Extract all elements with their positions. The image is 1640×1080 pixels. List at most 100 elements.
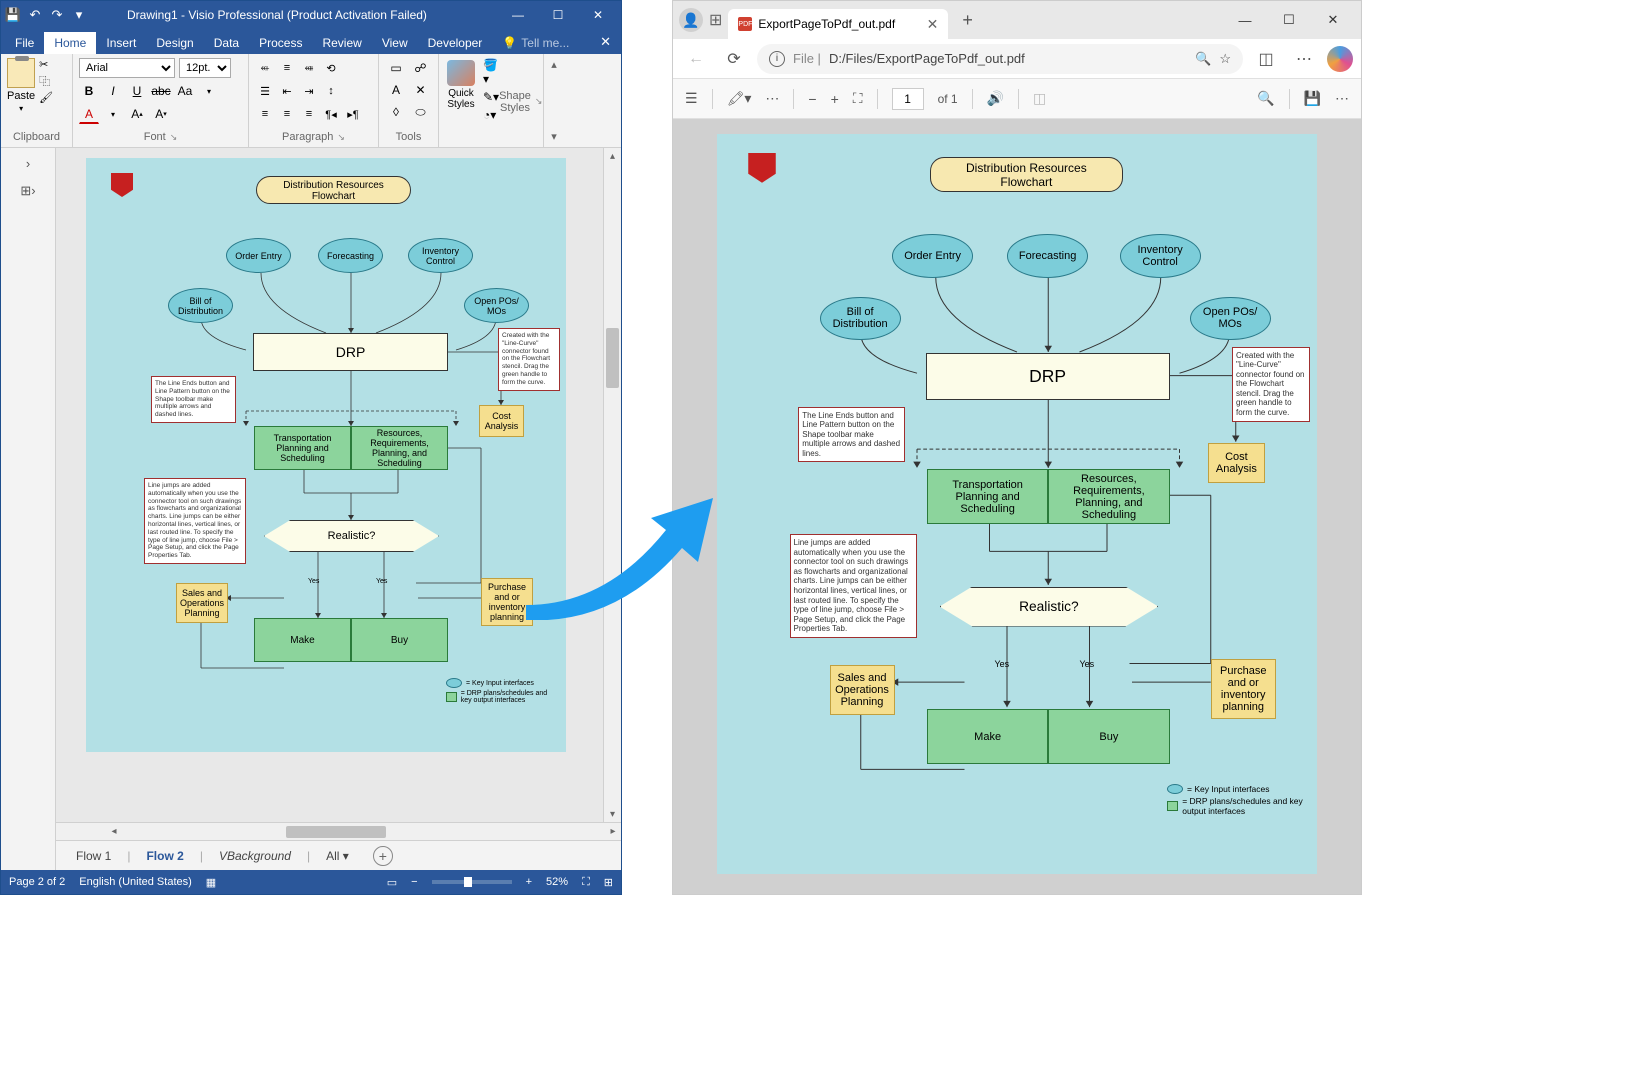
zoom-level[interactable]: 52% — [546, 876, 568, 888]
line-spacing-button[interactable]: ↕ — [321, 81, 341, 101]
fit-page-icon[interactable]: ⛶ — [582, 876, 590, 889]
minimize-button[interactable]: — — [499, 4, 537, 26]
page-tab-flow1[interactable]: Flow 1 — [64, 845, 123, 867]
line-button[interactable]: ✎▾ — [483, 90, 499, 104]
split-screen-icon[interactable]: ◫ — [1251, 44, 1281, 74]
bold-button[interactable]: B — [79, 81, 99, 101]
connector-tool-button[interactable]: ☍ — [410, 58, 432, 78]
qa-dropdown-icon[interactable]: ▾ — [71, 7, 87, 23]
zoom-out-button[interactable]: − — [411, 876, 417, 888]
edge-menu-button[interactable]: ⋯ — [1289, 44, 1319, 74]
hscroll-thumb[interactable] — [286, 826, 386, 838]
underline-button[interactable]: U — [127, 81, 147, 101]
highlight-icon[interactable]: 🖍▾ — [727, 90, 752, 107]
presentation-mode-icon[interactable]: ▭ — [387, 876, 397, 889]
edge-close-button[interactable]: ✕ — [1311, 5, 1355, 35]
copilot-icon[interactable] — [1327, 46, 1353, 72]
scroll-down-icon[interactable]: ▾ — [604, 806, 621, 822]
fit-width-icon[interactable]: ⊞ — [604, 876, 613, 889]
undo-icon[interactable]: ↶ — [27, 7, 43, 23]
paste-button[interactable]: Paste ▾ — [7, 58, 35, 113]
tell-me-search[interactable]: 💡 Tell me... — [496, 32, 575, 54]
orientation-button[interactable]: ⟲ — [321, 58, 341, 78]
add-page-button[interactable]: + — [373, 846, 393, 866]
align-middle-button[interactable]: ≡ — [277, 58, 297, 78]
edge-maximize-button[interactable]: ☐ — [1267, 5, 1311, 35]
shapes-stencil-icon[interactable]: ⊞› — [20, 183, 35, 199]
strikethrough-button[interactable]: abc — [151, 81, 171, 101]
fit-icon[interactable]: ⛶ — [853, 90, 863, 107]
shrink-font-button[interactable]: A▾ — [151, 104, 171, 124]
increase-indent-button[interactable]: ⇥ — [299, 81, 319, 101]
ribbon-scroll-up-icon[interactable]: ▴ — [551, 58, 557, 71]
rectangle-tool-button[interactable]: ◊ — [385, 102, 407, 122]
copy-icon[interactable]: ⿻ — [39, 73, 53, 89]
quick-styles-button[interactable]: Quick Styles — [445, 58, 477, 143]
pdf-save-icon[interactable]: 💾 — [1304, 90, 1321, 107]
tab-file[interactable]: File — [5, 32, 44, 54]
align-right-button[interactable]: ≡ — [299, 104, 319, 124]
font-size-select[interactable]: 12pt. — [179, 58, 231, 78]
bullets-button[interactable]: ☰ — [255, 81, 275, 101]
page-tab-all[interactable]: All ▾ — [314, 845, 361, 867]
tab-review[interactable]: Review — [312, 32, 371, 54]
close-button[interactable]: ✕ — [579, 4, 617, 26]
styles-dialog-launcher-icon[interactable]: ↘ — [535, 96, 543, 107]
rtl-button[interactable]: ¶◂ — [321, 104, 341, 124]
tab-design[interactable]: Design — [146, 32, 203, 54]
zoom-slider[interactable] — [432, 880, 512, 884]
pdf-viewer[interactable]: Distribution Resources Flowchart6/1/00Or… — [673, 119, 1361, 894]
read-aloud-icon[interactable]: 🔊 — [987, 90, 1004, 107]
favorite-icon[interactable]: ☆ — [1219, 51, 1231, 67]
font-family-select[interactable]: Arial — [79, 58, 175, 78]
close-tab-button[interactable]: ✕ — [927, 16, 939, 33]
edge-minimize-button[interactable]: — — [1223, 5, 1267, 35]
zoom-in-button[interactable]: + — [526, 876, 532, 888]
paragraph-dialog-launcher-icon[interactable]: ↘ — [337, 132, 345, 143]
cross-tool-button[interactable]: ✕ — [410, 80, 432, 100]
tab-process[interactable]: Process — [249, 32, 312, 54]
redo-icon[interactable]: ↷ — [49, 7, 65, 23]
ellipse-tool-button[interactable]: ⬭ — [410, 102, 432, 122]
font-color-button[interactable]: A — [79, 104, 99, 124]
pdf-more-icon[interactable]: ⋯ — [765, 90, 779, 107]
address-input[interactable]: i File | D:/Files/ExportPageToPdf_out.pd… — [757, 44, 1243, 74]
font-dropdown-icon[interactable]: ▾ — [199, 81, 219, 101]
new-tab-button[interactable]: + — [954, 10, 981, 31]
decrease-indent-button[interactable]: ⇤ — [277, 81, 297, 101]
align-center-button[interactable]: ≡ — [277, 104, 297, 124]
grow-font-button[interactable]: A▴ — [127, 104, 147, 124]
align-bottom-button[interactable]: ⬵ — [299, 58, 319, 78]
format-painter-icon[interactable]: 🖌 — [39, 91, 53, 104]
pointer-tool-button[interactable]: ▭ — [385, 58, 407, 78]
scroll-right-icon[interactable]: ▸ — [605, 824, 621, 840]
contents-icon[interactable]: ☰ — [685, 90, 698, 107]
expand-shapes-icon[interactable]: › — [26, 156, 30, 171]
tab-data[interactable]: Data — [204, 32, 249, 54]
page-tab-vbackground[interactable]: VBackground — [207, 845, 303, 867]
ltr-button[interactable]: ▸¶ — [343, 104, 363, 124]
scroll-up-icon[interactable]: ▴ — [604, 148, 621, 164]
pdf-zoom-out-button[interactable]: − — [808, 91, 816, 107]
maximize-button[interactable]: ☐ — [539, 4, 577, 26]
scroll-thumb[interactable] — [606, 328, 619, 388]
workspaces-icon[interactable]: ⊞ — [709, 10, 722, 30]
site-info-icon[interactable]: i — [769, 51, 785, 67]
font-color-dropdown-icon[interactable]: ▾ — [103, 104, 123, 124]
pdf-zoom-in-button[interactable]: + — [831, 91, 839, 107]
page-view-icon[interactable]: ◫ — [1033, 90, 1046, 107]
visio-canvas[interactable]: Distribution Resources Flowchart6/1/00Or… — [86, 158, 566, 752]
back-button[interactable]: ← — [681, 44, 711, 74]
collapse-ribbon-button[interactable]: ✕ — [590, 30, 621, 54]
scroll-left-icon[interactable]: ◂ — [106, 824, 122, 840]
status-language[interactable]: English (United States) — [79, 876, 192, 888]
page-tab-flow2[interactable]: Flow 2 — [134, 845, 195, 867]
ribbon-scroll-down-icon[interactable]: ▾ — [551, 130, 557, 143]
text-tool-button[interactable]: A — [385, 80, 407, 100]
tab-view[interactable]: View — [372, 32, 418, 54]
align-left-button[interactable]: ≡ — [255, 104, 275, 124]
case-button[interactable]: Aa — [175, 81, 195, 101]
tab-developer[interactable]: Developer — [418, 32, 493, 54]
cut-icon[interactable]: ✂ — [39, 58, 53, 71]
effects-button[interactable]: ◔▾ — [483, 108, 499, 122]
